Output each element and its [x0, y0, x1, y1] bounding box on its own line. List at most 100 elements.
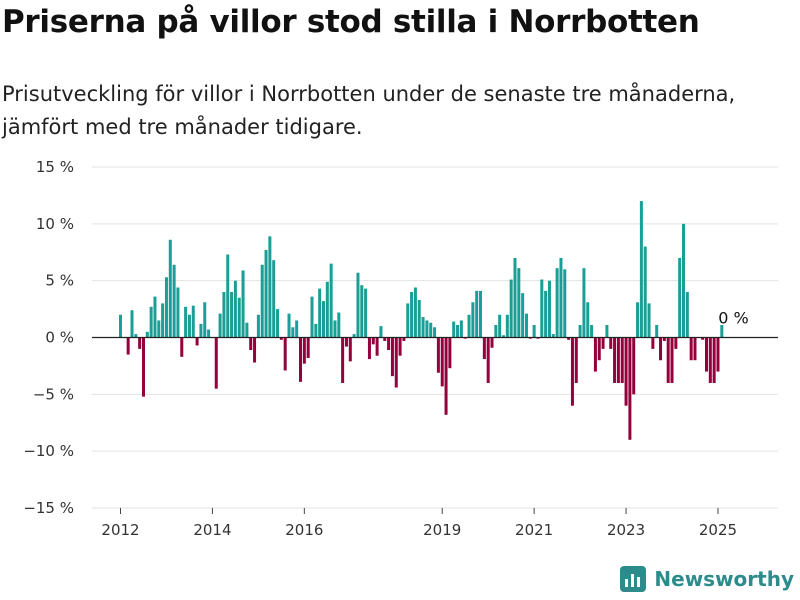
bar	[218, 313, 222, 338]
bar	[379, 326, 383, 338]
bar	[164, 277, 168, 338]
bar	[130, 310, 134, 338]
bar	[551, 334, 555, 338]
bar	[214, 337, 218, 389]
bar	[360, 285, 364, 338]
bar	[233, 280, 237, 338]
bar	[636, 302, 640, 338]
bar	[609, 337, 613, 349]
bar	[433, 327, 437, 338]
bar	[207, 329, 211, 338]
bar	[540, 279, 544, 338]
bar	[237, 297, 241, 338]
x-tick-label: 2012	[101, 521, 139, 539]
bar	[693, 337, 697, 361]
bar	[444, 337, 448, 415]
y-tick-label: 15 %	[36, 158, 74, 176]
bar	[272, 260, 276, 338]
y-tick-label: −5 %	[33, 385, 74, 403]
bar	[226, 254, 230, 338]
bar	[689, 337, 693, 361]
bar	[302, 337, 306, 364]
bar	[276, 309, 280, 338]
bar	[429, 322, 433, 338]
bar	[390, 337, 394, 377]
bar	[333, 320, 337, 338]
bar	[570, 337, 574, 406]
bar	[521, 293, 525, 338]
bar	[440, 337, 444, 387]
bar	[283, 337, 287, 371]
bar	[318, 288, 322, 338]
bar	[505, 314, 509, 338]
bar	[325, 281, 329, 338]
bar	[467, 314, 471, 338]
bar	[524, 313, 528, 338]
bar	[168, 239, 172, 338]
bar	[417, 299, 421, 338]
x-tick-label: 2016	[285, 521, 323, 539]
bar	[299, 337, 303, 382]
bar	[187, 314, 191, 338]
bar	[628, 337, 632, 440]
bar	[394, 337, 398, 388]
bar	[364, 288, 368, 338]
bar	[371, 337, 375, 345]
bar	[241, 270, 245, 338]
bar	[456, 325, 460, 338]
y-tick-label: −10 %	[23, 442, 74, 460]
bar	[586, 302, 590, 338]
bar	[199, 323, 203, 338]
bar	[310, 296, 314, 338]
bar	[655, 325, 659, 338]
bar	[245, 322, 249, 338]
y-tick-label: −15 %	[23, 499, 74, 517]
bar	[502, 335, 505, 338]
bar	[314, 323, 318, 338]
brand-name: Newsworthy	[654, 567, 794, 591]
bar	[517, 268, 521, 338]
bar	[172, 264, 176, 338]
x-tick-label: 2014	[193, 521, 231, 539]
bar	[563, 269, 567, 338]
bar	[436, 337, 440, 373]
bar	[647, 303, 651, 338]
bar	[613, 337, 617, 383]
bar	[398, 337, 402, 356]
bar	[321, 301, 325, 338]
bar	[141, 337, 145, 397]
bar	[268, 236, 272, 338]
bar	[253, 337, 257, 363]
bar	[157, 320, 161, 338]
bar	[176, 287, 180, 338]
bar	[256, 314, 260, 338]
bar	[670, 337, 674, 383]
bar	[582, 268, 586, 338]
bar	[375, 337, 379, 356]
bar	[605, 325, 609, 338]
grid-lines	[92, 166, 778, 509]
bar	[498, 314, 502, 338]
bar	[452, 321, 456, 338]
bar	[295, 320, 299, 338]
bar	[230, 292, 234, 338]
bar	[494, 325, 498, 338]
x-axis-ticks: 2012 2014 2016 2019 2021 2023 2025	[101, 508, 737, 539]
newsworthy-logo[interactable]: Newsworthy	[620, 566, 794, 592]
bar	[509, 279, 513, 338]
bar	[260, 264, 264, 338]
bar	[195, 337, 199, 346]
chart-title: Priserna på villor stod stilla i Norrbot…	[2, 4, 700, 40]
bar	[544, 290, 548, 338]
y-tick-label: 5 %	[45, 272, 74, 290]
bar	[138, 337, 142, 349]
bar	[352, 334, 356, 338]
bar	[574, 337, 578, 383]
bar	[685, 292, 689, 338]
bar	[410, 292, 414, 338]
bar	[590, 325, 594, 338]
bar	[720, 325, 724, 338]
bar	[306, 337, 310, 358]
bar	[704, 337, 708, 372]
